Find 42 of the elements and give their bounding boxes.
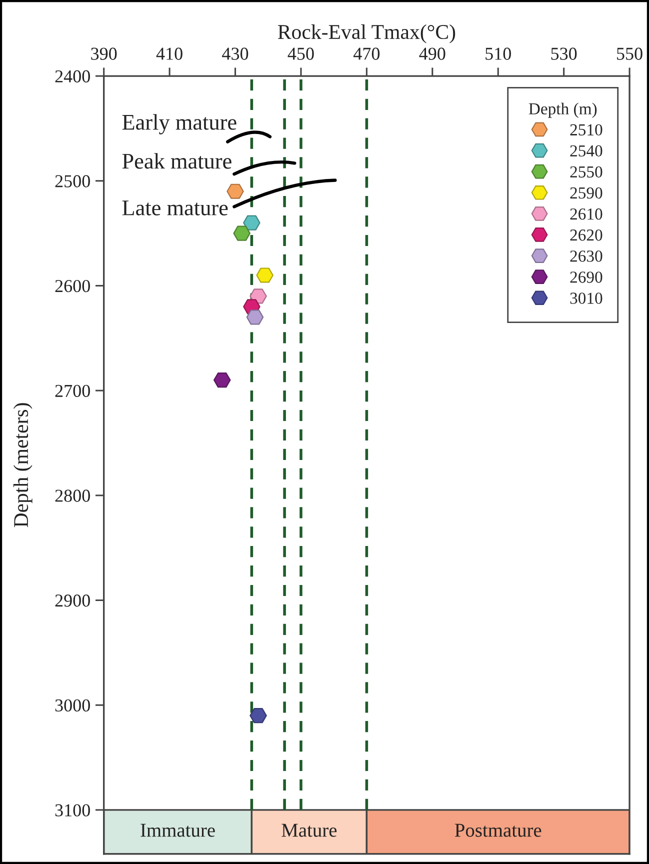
y-axis-title: Depth (meters)	[13, 403, 32, 528]
point	[213, 372, 231, 388]
legend-label: 2630	[570, 250, 602, 262]
legend-label: 2620	[570, 229, 602, 241]
x-tick-label: 550	[617, 48, 642, 60]
legend-title: Depth (m)	[528, 102, 597, 118]
x-tick-label: 510	[486, 48, 511, 60]
x-axis-title: Rock-Eval Tmax(°C)	[278, 24, 456, 44]
point	[250, 708, 267, 724]
x-tick-label: 390	[91, 48, 117, 60]
x-tick-label: 450	[288, 48, 314, 60]
x-tick-label: 470	[353, 48, 380, 60]
x-tick-label: 530	[551, 48, 577, 60]
point	[226, 184, 244, 199]
y-tick-label: 2600	[55, 280, 90, 292]
legend-label: 2550	[570, 166, 602, 178]
y-tick-label: 3000	[55, 699, 90, 712]
x-tick-label: 490	[419, 48, 446, 60]
annotation: Late mature	[122, 200, 228, 216]
x-tick-label: 410	[156, 48, 182, 60]
point	[246, 310, 264, 325]
band-label: Postmature	[454, 824, 542, 837]
legend-label: 2510	[570, 124, 602, 136]
annotation: Peak mature	[122, 153, 232, 169]
y-tick-label: 2400	[55, 70, 90, 82]
band-label: Mature	[282, 824, 337, 837]
y-tick-label: 2900	[55, 594, 90, 607]
y-tick-label: 2800	[55, 490, 90, 502]
y-tick-label: 2500	[55, 175, 90, 188]
point	[233, 226, 250, 241]
legend-label: 2590	[570, 187, 602, 199]
point	[256, 268, 274, 283]
point	[243, 215, 260, 230]
legend-label: 2690	[570, 272, 602, 283]
band-label: Immature	[140, 824, 215, 837]
x-tick-label: 430	[222, 48, 248, 60]
legend-label: 2540	[570, 145, 602, 157]
y-tick-label: 3100	[55, 804, 90, 816]
y-tick-label: 2700	[55, 384, 90, 398]
legend-label: 2610	[570, 208, 602, 220]
annotation: Early mature	[122, 114, 236, 134]
legend-label: 3010	[570, 292, 602, 304]
